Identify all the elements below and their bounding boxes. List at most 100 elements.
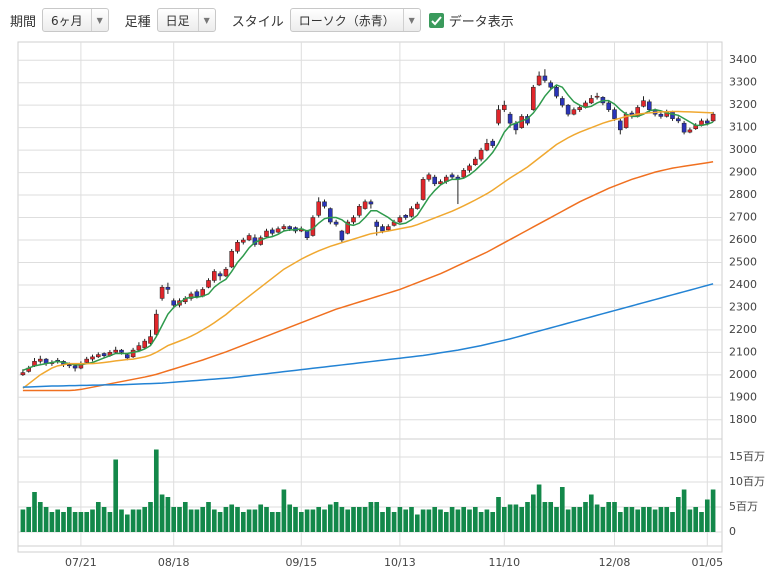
candle-body	[577, 107, 582, 110]
volume-bar	[90, 509, 95, 532]
candle-body	[432, 176, 437, 185]
candle-body	[264, 230, 269, 237]
volume-bar	[612, 502, 617, 532]
candle-body	[67, 364, 72, 367]
candle-body	[565, 104, 571, 115]
dropdown-arrow: ▼	[402, 9, 420, 31]
volume-bar	[362, 507, 368, 532]
volume-bar	[235, 507, 240, 532]
candle-body	[612, 109, 617, 119]
bar-dropdown[interactable]: 日足 ▼	[156, 8, 216, 32]
candle-body	[241, 239, 246, 243]
volume-bar	[322, 509, 327, 532]
candle-body	[229, 250, 234, 268]
period-dropdown[interactable]: 6ヶ月 ▼	[42, 8, 109, 32]
candle-body	[165, 286, 171, 290]
volume-bar	[287, 504, 293, 532]
volume-bar	[182, 502, 188, 532]
volume-bar	[130, 509, 136, 532]
volume-bar	[501, 507, 507, 532]
volume-bar	[571, 507, 577, 532]
volume-bar	[519, 507, 525, 532]
candle-body	[125, 354, 130, 359]
y-tick-label: 15百万	[729, 450, 765, 463]
candle-body	[386, 226, 391, 231]
y-tick-label: 2100	[729, 345, 757, 358]
volume-bar	[252, 509, 258, 532]
volume-bar	[26, 507, 32, 532]
volume-bar	[356, 507, 362, 532]
candle-body	[710, 113, 716, 122]
volume-bar	[542, 502, 548, 532]
candle-body	[670, 111, 675, 119]
volume-bar	[333, 502, 339, 532]
volume-bar	[380, 512, 385, 532]
volume-bar	[159, 494, 165, 532]
volume-bar	[414, 514, 420, 532]
volume-bar	[153, 449, 159, 532]
volume-bar	[397, 507, 403, 532]
volume-bar	[623, 507, 629, 532]
y-tick-label: 3000	[729, 143, 757, 156]
candle-body	[426, 174, 432, 180]
volume-bar	[229, 504, 235, 532]
volume-bar	[403, 509, 409, 532]
volume-bar	[211, 509, 217, 532]
candle-body	[270, 229, 275, 234]
volume-bar	[43, 507, 49, 532]
candle-body	[223, 268, 229, 277]
candle-body	[507, 113, 513, 124]
volume-bar	[484, 509, 490, 532]
volume-bar	[66, 507, 72, 532]
volume-bar	[32, 492, 37, 532]
candle-body	[345, 221, 350, 234]
volume-bar	[385, 507, 391, 532]
y-tick-label: 2400	[729, 278, 757, 291]
moving-average-line	[22, 161, 714, 392]
candle-body	[194, 291, 200, 297]
candle-body	[368, 201, 374, 205]
candle-body	[212, 271, 217, 281]
volume-bar	[513, 504, 519, 532]
volume-bar	[281, 489, 287, 532]
candle-body	[171, 300, 176, 306]
candle-body	[90, 356, 95, 360]
candle-body	[606, 102, 611, 110]
volume-bar	[490, 512, 496, 532]
candle-body	[687, 129, 693, 133]
candle-body	[676, 118, 681, 122]
x-tick-label: 09/15	[285, 556, 317, 569]
y-tick-label: 10百万	[729, 475, 765, 488]
candle-body	[304, 230, 310, 239]
volume-bar	[275, 512, 281, 532]
volume-bar	[617, 512, 623, 532]
candle-body	[403, 215, 408, 218]
volume-bar	[217, 512, 223, 532]
y-tick-label: 2000	[729, 368, 757, 381]
candle-body	[449, 174, 455, 178]
moving-average-line	[22, 84, 714, 372]
volume-bar	[223, 507, 229, 532]
candle-body	[72, 365, 78, 369]
y-tick-label: 2700	[729, 211, 757, 224]
x-tick-label: 10/13	[384, 556, 416, 569]
volume-bar	[206, 502, 211, 532]
style-dropdown[interactable]: ローソク（赤青） ▼	[289, 8, 421, 32]
candle-body	[235, 241, 240, 252]
volume-bar	[37, 502, 43, 532]
volume-bar	[478, 512, 484, 532]
candle-body	[217, 273, 223, 277]
volume-bar	[84, 512, 90, 532]
y-tick-label: 1900	[729, 390, 757, 403]
volume-bar	[351, 507, 356, 532]
volume-bar	[368, 502, 374, 532]
y-tick-label: 5百万	[729, 500, 758, 513]
candle-body	[681, 122, 687, 133]
candle-body	[287, 226, 292, 230]
volume-bar	[310, 509, 316, 532]
volume-bar	[165, 497, 171, 532]
volume-bar	[559, 487, 565, 532]
data-checkbox[interactable]	[428, 12, 444, 28]
volume-bar	[61, 512, 66, 532]
